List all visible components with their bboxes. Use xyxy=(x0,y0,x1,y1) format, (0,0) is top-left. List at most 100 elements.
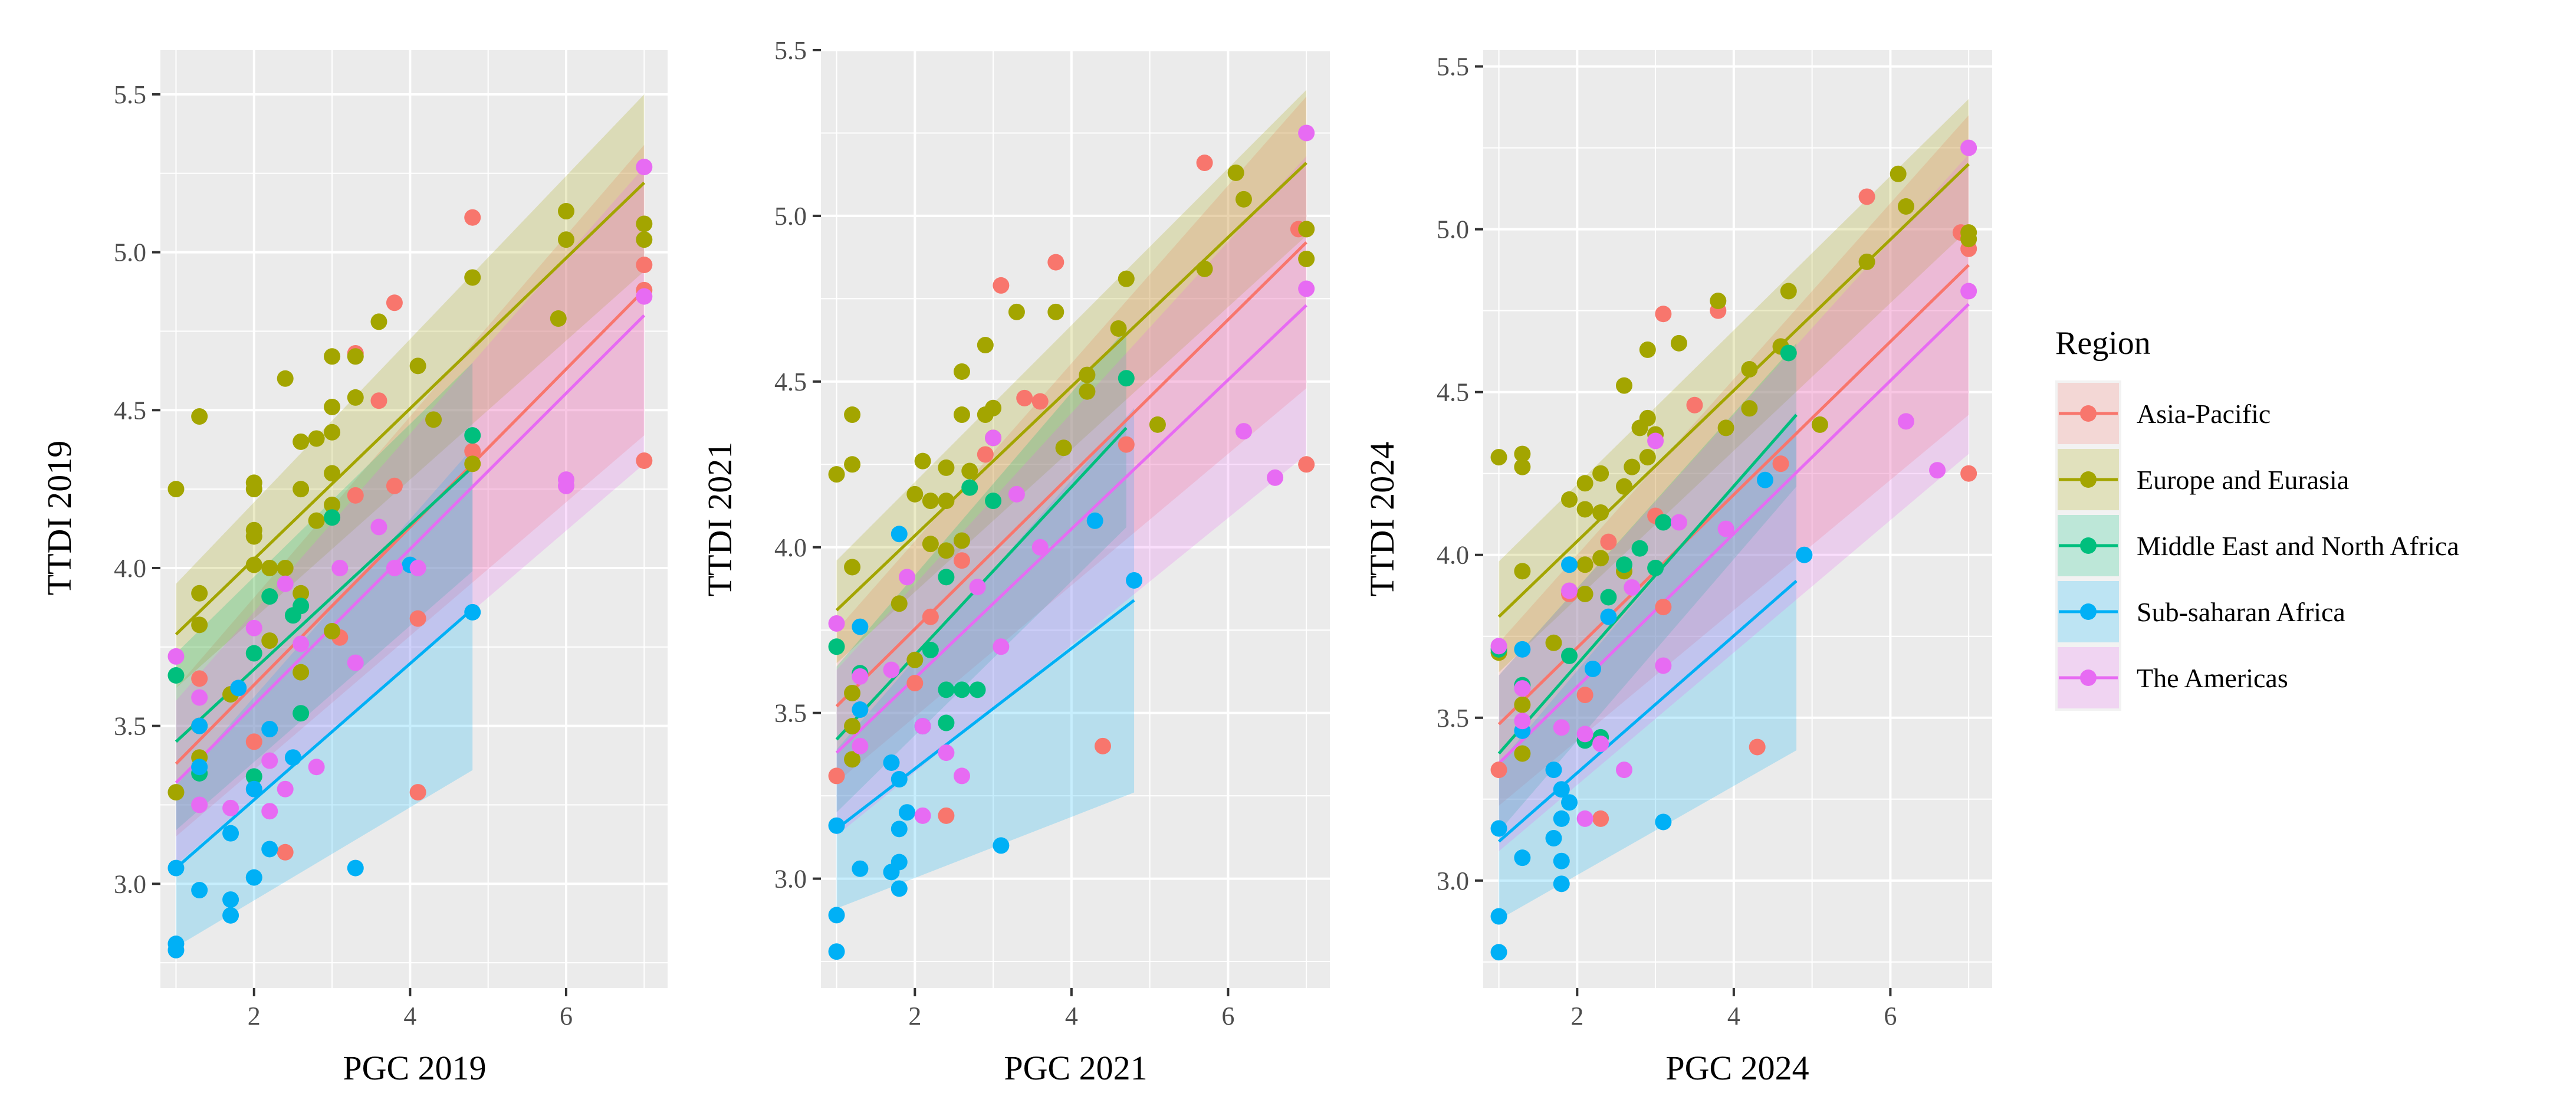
data-point-the-americas xyxy=(191,796,208,813)
data-point-europe-and-eurasia xyxy=(922,493,939,510)
data-point-europe-and-eurasia xyxy=(1576,585,1593,602)
data-point-europe-and-eurasia xyxy=(167,481,185,498)
data-point-europe-and-eurasia xyxy=(1639,409,1656,426)
legend-label: Middle East and North Africa xyxy=(2137,531,2459,561)
y-tick-label: 5.5 xyxy=(114,80,146,109)
data-point-the-americas xyxy=(914,807,931,824)
data-point-middle-east-and-north-africa xyxy=(293,598,310,615)
data-point-the-americas xyxy=(370,518,387,536)
data-point-middle-east-and-north-africa xyxy=(969,681,986,698)
x-axis-title-2019: PGC 2019 xyxy=(343,1049,486,1087)
data-point-europe-and-eurasia xyxy=(938,542,955,559)
legend-item-middle-east-and-north-africa: Middle East and North Africa xyxy=(2055,513,2459,579)
data-point-sub-saharan-africa xyxy=(284,749,301,766)
data-point-europe-and-eurasia xyxy=(977,337,994,354)
data-point-the-americas xyxy=(1576,810,1593,827)
y-tick-label: 3.5 xyxy=(114,712,146,741)
x-tick-label: 6 xyxy=(560,1002,573,1030)
data-point-europe-and-eurasia xyxy=(324,424,341,441)
data-point-asia-pacific xyxy=(409,610,426,627)
data-point-sub-saharan-africa xyxy=(883,754,900,771)
data-point-the-americas xyxy=(277,780,294,797)
data-point-europe-and-eurasia xyxy=(1047,303,1064,320)
data-point-europe-and-eurasia xyxy=(409,357,426,375)
data-point-the-americas xyxy=(985,429,1002,447)
data-point-the-americas xyxy=(1008,485,1025,503)
data-point-the-americas xyxy=(938,744,955,762)
data-point-asia-pacific xyxy=(1592,810,1609,827)
data-point-the-americas xyxy=(1298,124,1315,142)
data-point-middle-east-and-north-africa xyxy=(261,588,278,605)
data-point-sub-saharan-africa xyxy=(1553,781,1570,798)
data-point-europe-and-eurasia xyxy=(1780,283,1797,300)
data-point-europe-and-eurasia xyxy=(245,481,262,498)
x-axis-title-2021: PGC 2021 xyxy=(1004,1049,1147,1087)
data-point-europe-and-eurasia xyxy=(261,632,278,649)
data-point-middle-east-and-north-africa xyxy=(1655,514,1672,531)
data-point-europe-and-eurasia xyxy=(293,664,310,681)
data-point-sub-saharan-africa xyxy=(852,618,869,635)
data-point-europe-and-eurasia xyxy=(191,616,208,634)
y-tick-label: 3.5 xyxy=(774,699,807,728)
data-point-middle-east-and-north-africa xyxy=(245,768,262,785)
data-point-asia-pacific xyxy=(1016,389,1033,406)
data-point-asia-pacific xyxy=(370,392,387,409)
y-tick-label: 4.5 xyxy=(774,367,807,396)
data-point-europe-and-eurasia xyxy=(953,406,970,424)
data-point-europe-and-eurasia xyxy=(167,784,185,801)
y-tick-label: 3.5 xyxy=(1437,704,1469,733)
data-point-the-americas xyxy=(1561,582,1578,599)
data-point-sub-saharan-africa xyxy=(993,837,1010,854)
data-point-middle-east-and-north-africa xyxy=(324,509,341,526)
data-point-the-americas xyxy=(245,619,262,636)
data-point-middle-east-and-north-africa xyxy=(1118,370,1135,387)
data-point-the-americas xyxy=(1624,579,1641,596)
data-point-middle-east-and-north-africa xyxy=(961,479,978,496)
data-point-sub-saharan-africa xyxy=(891,821,908,838)
confidence-band-sub-saharan-africa xyxy=(836,408,1135,909)
data-point-the-americas xyxy=(969,579,986,596)
data-point-the-americas xyxy=(261,803,278,820)
trend-line-asia-pacific xyxy=(175,289,646,765)
y-axis-title-2024: TTDI 2024 xyxy=(1363,442,1401,597)
data-point-sub-saharan-africa xyxy=(230,680,247,697)
trend-line-asia-pacific xyxy=(835,241,1307,708)
data-point-sub-saharan-africa xyxy=(1514,641,1531,658)
data-point-europe-and-eurasia xyxy=(324,465,341,482)
data-point-the-americas xyxy=(1960,283,1977,300)
data-point-asia-pacific xyxy=(828,767,845,785)
legend-item-europe-and-eurasia: Europe and Eurasia xyxy=(2055,447,2349,513)
data-point-sub-saharan-africa xyxy=(852,860,869,877)
data-point-europe-and-eurasia xyxy=(1576,556,1593,573)
data-point-europe-and-eurasia xyxy=(425,411,442,428)
data-point-europe-and-eurasia xyxy=(1514,696,1531,713)
confidence-band-middle-east-and-north-africa xyxy=(1499,343,1797,832)
data-point-europe-and-eurasia xyxy=(324,496,341,513)
y-tick-label: 4.5 xyxy=(1437,378,1469,407)
data-point-sub-saharan-africa xyxy=(191,759,208,776)
data-point-asia-pacific xyxy=(1686,396,1703,413)
data-point-europe-and-eurasia xyxy=(1514,458,1531,475)
data-point-asia-pacific xyxy=(938,807,955,824)
data-point-the-americas xyxy=(1576,726,1593,743)
data-point-sub-saharan-africa xyxy=(167,941,185,959)
data-point-the-americas xyxy=(222,799,239,816)
data-point-europe-and-eurasia xyxy=(922,536,939,553)
data-point-europe-and-eurasia xyxy=(1624,458,1641,475)
y-tick-label: 5.0 xyxy=(1437,215,1469,244)
data-point-middle-east-and-north-africa xyxy=(1615,556,1632,573)
data-point-europe-and-eurasia xyxy=(370,313,387,330)
data-point-the-americas xyxy=(1929,462,1946,479)
data-point-sub-saharan-africa xyxy=(191,882,208,899)
data-point-the-americas xyxy=(1514,680,1531,697)
data-point-the-americas xyxy=(1031,539,1049,556)
data-point-europe-and-eurasia xyxy=(844,406,861,424)
trend-line-europe-and-eurasia xyxy=(1497,163,1970,618)
data-point-europe-and-eurasia xyxy=(293,585,310,602)
x-tick-label: 6 xyxy=(1884,1002,1897,1030)
data-point-sub-saharan-africa xyxy=(1553,875,1570,892)
confidence-band-asia-pacific xyxy=(1499,115,1969,806)
data-point-sub-saharan-africa xyxy=(1545,762,1562,779)
data-point-the-americas xyxy=(1592,735,1609,752)
y-tick-label: 3.0 xyxy=(774,865,807,894)
